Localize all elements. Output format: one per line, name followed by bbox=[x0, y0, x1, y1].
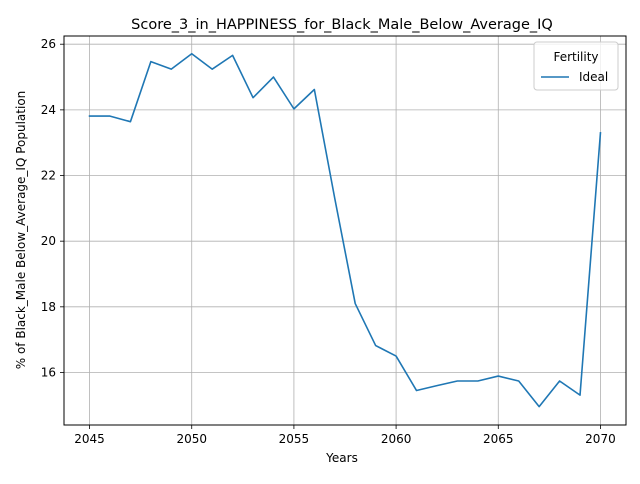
plot-frame bbox=[63, 35, 627, 426]
x-tick-label: 2070 bbox=[585, 432, 616, 446]
legend-box bbox=[533, 41, 619, 91]
y-axis-label: % of Black_Male Below_Average_IQ Populat… bbox=[14, 91, 28, 370]
chart-title: Score_3_in_HAPPINESS_for_Black_Male_Belo… bbox=[131, 17, 553, 33]
legend: Fertility Ideal bbox=[533, 41, 619, 91]
x-tick-label: 2065 bbox=[483, 432, 514, 446]
x-tick-label: 2045 bbox=[74, 432, 105, 446]
x-tick-label: 2050 bbox=[176, 432, 207, 446]
x-axis-label: Years bbox=[325, 451, 358, 465]
series-layer bbox=[88, 52, 602, 408]
y-tick-label: 20 bbox=[41, 234, 56, 248]
legend-title: Fertility bbox=[553, 50, 598, 64]
y-tick-label: 22 bbox=[41, 169, 56, 183]
x-tick-label: 2060 bbox=[381, 432, 412, 446]
y-tick-label: 16 bbox=[41, 365, 56, 379]
tick-layer: 2045 2050 2055 2060 2065 2070 16 18 20 22 24 26 bbox=[41, 37, 616, 446]
y-tick-label: 24 bbox=[41, 103, 56, 117]
y-tick-label: 26 bbox=[41, 37, 56, 51]
grid-layer bbox=[64, 36, 626, 425]
series-line-ideal bbox=[88, 52, 602, 408]
x-tick-label: 2055 bbox=[279, 432, 310, 446]
legend-label-ideal: Ideal bbox=[579, 70, 608, 84]
y-tick-label: 18 bbox=[41, 300, 56, 314]
